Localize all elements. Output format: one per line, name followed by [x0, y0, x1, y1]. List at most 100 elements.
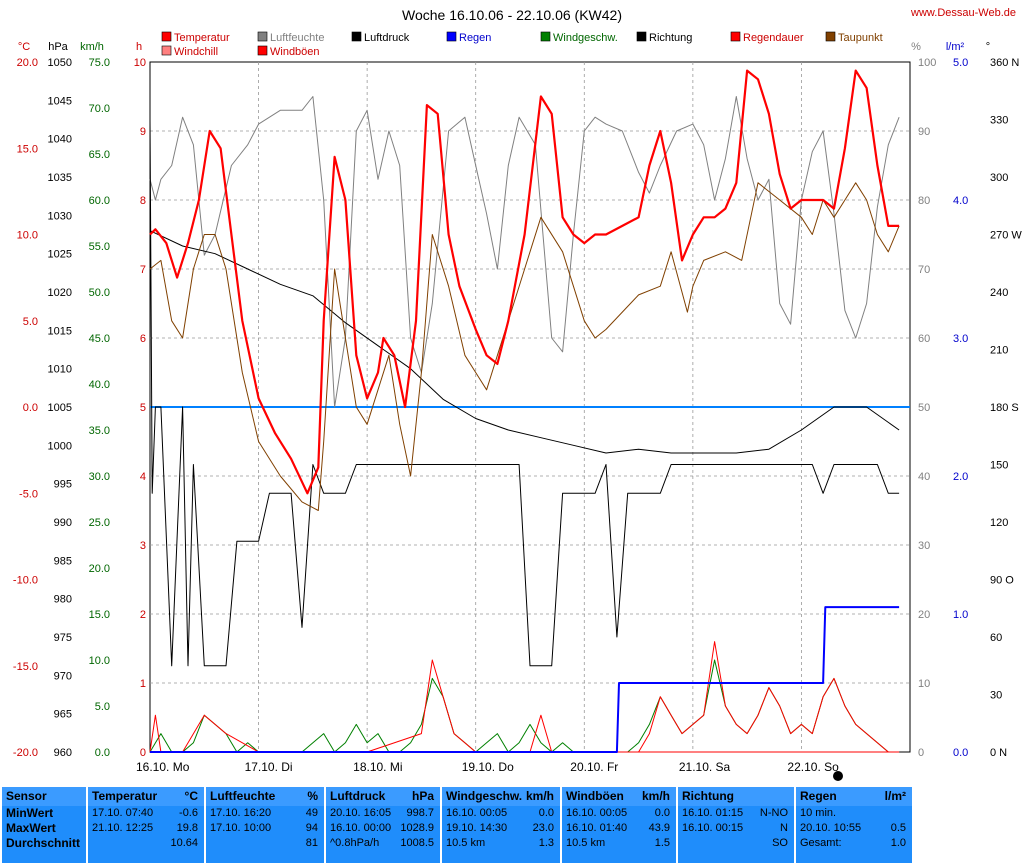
- tick-label-rain_duration: 7: [140, 264, 146, 276]
- tick-label-wind: 20.0: [89, 563, 110, 575]
- site-link[interactable]: www.Dessau-Web.de: [910, 7, 1016, 19]
- legend-entry: Luftfeuchte: [257, 31, 324, 44]
- tick-label-rain_duration: 9: [140, 126, 146, 138]
- x-tick-label: 16.10. Mo: [136, 760, 190, 774]
- stats-row: 17.10. 07:40 -0.6: [88, 806, 204, 821]
- tick-label-direction: 120: [990, 517, 1008, 529]
- legend-entry: Windchill: [161, 45, 218, 58]
- tick-label-direction: 330: [990, 115, 1008, 127]
- legend-swatch: [446, 31, 457, 42]
- tick-label-pressure: 990: [54, 517, 72, 529]
- stats-row-time: 21.10. 12:25: [92, 822, 154, 834]
- tick-label-pressure: 1015: [48, 325, 72, 337]
- tick-label-pressure: 960: [54, 747, 72, 759]
- stats-row-value: N: [780, 822, 788, 834]
- tick-label-pressure: 1045: [48, 95, 72, 107]
- legend-label: Regen: [459, 32, 491, 44]
- legend-swatch: [161, 45, 172, 56]
- tick-label-temperature: -15.0: [13, 661, 38, 673]
- axis-unit-wind: km/h: [80, 41, 104, 53]
- tick-label-rain: 4.0: [953, 195, 968, 207]
- stats-row: 10 min.: [796, 806, 912, 821]
- tick-label-pressure: 1030: [48, 210, 72, 222]
- tick-label-pressure: 975: [54, 632, 72, 644]
- stats-row-time: 16.10. 00:15: [682, 822, 744, 834]
- tick-label-wind: 60.0: [89, 195, 110, 207]
- tick-label-temperature: 5.0: [23, 316, 38, 328]
- series-taupunkt: [149, 182, 900, 511]
- x-tick-label: 20.10. Fr: [570, 760, 618, 774]
- axis-unit-direction: °: [986, 41, 990, 53]
- tick-label-wind: 5.0: [95, 701, 110, 713]
- legend-swatch: [351, 31, 362, 42]
- tick-label-wind: 30.0: [89, 471, 110, 483]
- tick-label-rain: 2.0: [953, 471, 968, 483]
- legend-entry: Temperatur: [161, 31, 230, 44]
- x-tick-label: 21.10. Sa: [679, 760, 731, 774]
- stats-head-label: Richtung: [682, 789, 734, 803]
- stats-row-time: 10.5 km: [566, 837, 606, 849]
- stats-sensor-column: Sensor MinWert MaxWert Durchschnitt: [2, 787, 86, 863]
- tick-label-wind: 0.0: [95, 747, 110, 759]
- stats-head-unit: °C: [184, 789, 198, 803]
- stats-row-value: -0.6: [179, 807, 198, 819]
- stats-row-value: 23.0: [532, 822, 554, 834]
- tick-label-humidity: 70: [918, 264, 930, 276]
- legend-label: Temperatur: [174, 32, 230, 44]
- series-layer: [149, 69, 910, 753]
- tick-label-rain_duration: 1: [140, 678, 146, 690]
- stats-row: 21.10. 12:25 19.8: [88, 821, 204, 836]
- stats-row-value: SO: [772, 837, 788, 849]
- stats-row-time: 16.10. 00:05: [446, 807, 508, 819]
- tick-label-direction: 180 S: [990, 402, 1019, 414]
- tick-label-pressure: 980: [54, 594, 72, 606]
- tick-label-direction: 60: [990, 632, 1002, 644]
- stats-row: 16.10. 00:15 N: [678, 821, 794, 836]
- axis-unit-temperature: °C: [18, 41, 30, 53]
- x-tick-label: 19.10. Do: [462, 760, 514, 774]
- stats-row: 10.5 km 1.3: [442, 836, 560, 851]
- stats-row-value: 998.7: [406, 807, 434, 819]
- tick-label-wind: 55.0: [89, 241, 110, 253]
- stats-head-label: Temperatur: [92, 789, 158, 803]
- stats-sensor-max: MaxWert: [6, 821, 56, 835]
- tick-label-humidity: 10: [918, 678, 930, 690]
- stats-row: 16.10. 01:15 N-NO: [678, 806, 794, 821]
- tick-label-rain_duration: 0: [140, 747, 146, 759]
- tick-label-rain: 3.0: [953, 333, 968, 345]
- axis-unit-humidity: %: [911, 41, 921, 53]
- stats-head: Temperatur °C: [88, 787, 204, 806]
- tick-label-humidity: 90: [918, 126, 930, 138]
- tick-label-wind: 70.0: [89, 103, 110, 115]
- axis-unit-rain: l/m²: [946, 41, 965, 53]
- stats-head-label: Luftdruck: [330, 789, 386, 803]
- stats-row: 16.10. 00:05 0.0: [562, 806, 676, 821]
- tick-label-wind: 10.0: [89, 655, 110, 667]
- legend-swatch: [825, 31, 836, 42]
- tick-label-humidity: 0: [918, 747, 924, 759]
- stats-row-time: 16.10. 01:40: [566, 822, 628, 834]
- stats-head: Regen l/m²: [796, 787, 912, 806]
- axis-unit-pressure: hPa: [48, 41, 68, 53]
- x-axis-labels: 16.10. Mo 17.10. Di 18.10. Mi 19.10. Do 20.1…: [136, 760, 843, 781]
- tick-label-pressure: 1000: [48, 440, 72, 452]
- stats-row-time: 10.5 km: [446, 837, 486, 849]
- stats-head-unit: %: [307, 789, 318, 803]
- legend-swatch: [257, 45, 268, 56]
- x-tick-label: 22.10. So: [787, 760, 839, 774]
- series-regen: [150, 606, 900, 753]
- stats-row-value: 19.8: [176, 822, 198, 834]
- axis-unit-rain_duration: h: [136, 41, 142, 53]
- stats-row: 17.10. 10:00 94: [206, 821, 324, 836]
- tick-label-pressure: 1005: [48, 402, 72, 414]
- tick-label-rain: 1.0: [953, 609, 968, 621]
- stats-row: 17.10. 16:20 49: [206, 806, 324, 821]
- stats-row: 19.10. 14:30 23.0: [442, 821, 560, 836]
- stats-row: 16.10. 00:05 0.0: [442, 806, 560, 821]
- stats-head-label: Windgeschw.: [446, 789, 523, 803]
- tick-label-temperature: 10.0: [17, 230, 38, 242]
- stats-sensor-head: Sensor: [2, 787, 86, 806]
- legend-swatch: [257, 31, 268, 42]
- stats-row: 20.10. 16:05 998.7: [326, 806, 440, 821]
- tick-label-direction: 0 N: [990, 747, 1007, 759]
